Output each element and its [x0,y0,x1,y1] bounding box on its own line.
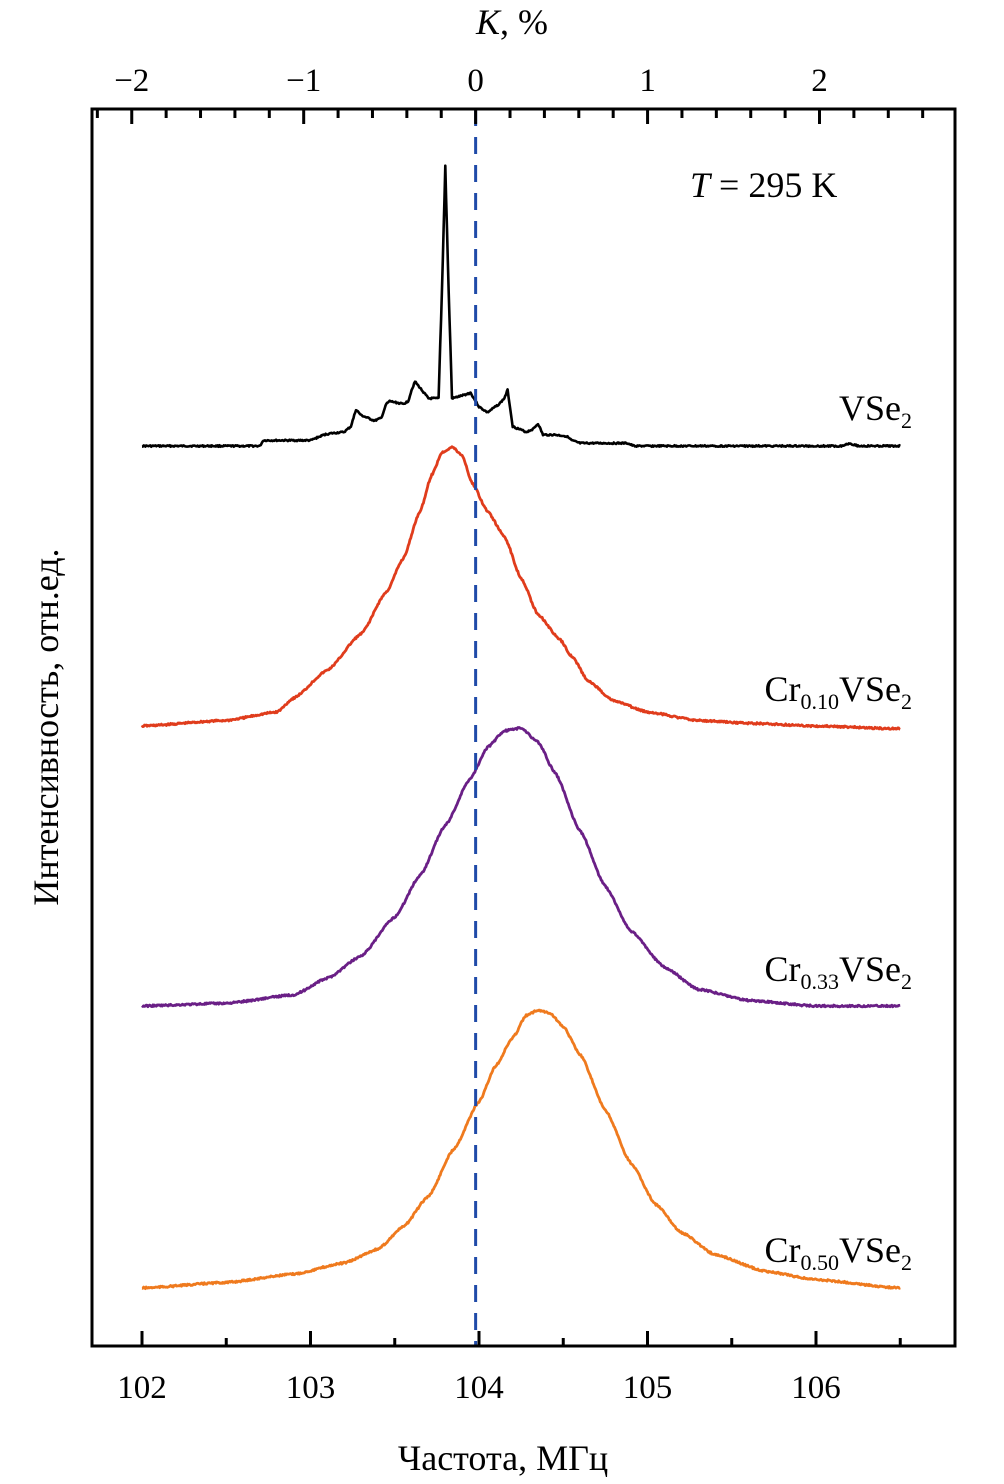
temperature-annotation: T = 295 K [690,165,837,205]
x-tick-label: 106 [791,1370,841,1406]
x-tick-label: 103 [286,1370,336,1406]
x-tick-label: 104 [454,1370,504,1406]
series-line-cr010vse2 [140,445,901,731]
x-tick-label: 102 [117,1370,167,1406]
x2-tick-label: −1 [286,63,321,99]
y-axis-title: Интенсивность, отн.ед. [26,548,66,905]
axis-ticks [95,109,925,1346]
series-labels: VSe2 Cr0.10VSe2 Cr0.33VSe2 Cr0.50VSe2 [765,388,913,1275]
series-label-vse2: VSe2 [839,388,912,433]
x2-tick-label: 0 [467,63,484,99]
series-label-cr010vse2: Cr0.10VSe2 [765,669,913,714]
spectra-curves [140,164,901,1290]
x-tick-label: 105 [623,1370,673,1406]
x2-tick-label: 1 [639,63,656,99]
series-label-cr050vse2: Cr0.50VSe2 [765,1230,913,1275]
series-label-cr033vse2: Cr0.33VSe2 [765,949,913,994]
x-axis-title: Частота, МГц [398,1438,608,1478]
series-line-cr050vse2 [141,1008,901,1290]
x2-tick-label: 2 [811,63,828,99]
x2-tick-label: −2 [114,63,149,99]
series-line-vse2 [141,164,901,448]
top-axis-title: K, % [475,2,548,42]
plot-frame [90,107,957,1348]
tick-labels: 102 103 104 105 106 −2 −1 0 1 2 [114,63,841,1406]
series-line-cr033vse2 [141,726,901,1009]
